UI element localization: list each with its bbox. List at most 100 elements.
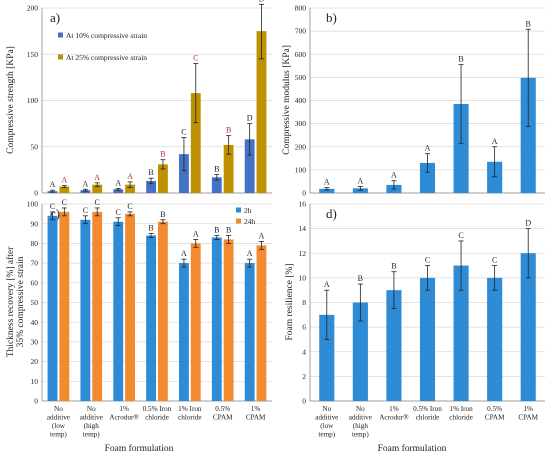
y-tick-label: 150 [27, 50, 39, 59]
significance-letter: B [160, 210, 165, 219]
significance-letter: B [148, 224, 153, 233]
x-tick-label-line: chloride [145, 414, 169, 422]
y-tick-label: 600 [295, 50, 307, 59]
y-tick-label: 90 [31, 219, 39, 228]
y-tick-label: 50 [31, 142, 39, 151]
significance-letter: A [324, 280, 330, 289]
y-tick-label: 0 [34, 189, 38, 198]
bar-value [352, 302, 368, 401]
bar-series-2 [157, 221, 168, 401]
significance-letter: A [127, 172, 133, 181]
significance-letter: A [181, 249, 187, 258]
legend-label: 2h [244, 206, 252, 215]
x-tick-label-line: 1% [251, 405, 261, 413]
bar-series-2 [190, 243, 201, 401]
y-tick-label: 80 [31, 239, 39, 248]
bar-series-1 [80, 190, 91, 193]
y-tick-label: 200 [295, 142, 307, 151]
chart-panel-a: 0 50 100 150 200 Compressive strength [KPa] a)… [6, 0, 272, 198]
bar-series-2 [256, 245, 267, 401]
x-tick-label-line: CPAM [518, 414, 538, 422]
x-tick-label: 0.5% CPAM [213, 405, 233, 422]
x-tick-label-line: (high [353, 422, 369, 430]
x-tick-label-line: 0.5% [487, 405, 502, 413]
y-tick-label: 100 [295, 165, 307, 174]
significance-letter: A [357, 177, 363, 186]
y-tick-label: 700 [295, 27, 307, 36]
x-axis-title-left: Foam formulation [105, 443, 174, 454]
bar-series-2 [125, 213, 135, 401]
significance-letter: C [50, 202, 55, 211]
bar-value [419, 162, 436, 193]
x-tick-label: 1% CPAM [246, 405, 266, 422]
y-tick-label: 10 [299, 273, 307, 282]
y-tick-label: 800 [295, 4, 307, 13]
significance-letter: A [193, 229, 199, 238]
significance-letter: A [82, 179, 88, 188]
x-tick-label-line: temp) [83, 431, 100, 439]
x-tick-label-line: 1% [523, 405, 533, 413]
x-tick-label-line: No [356, 405, 365, 413]
bar-value [453, 103, 469, 193]
legend-label: At 25% compressive strain [66, 53, 147, 62]
x-tick-label: 1% Acrodur® [379, 405, 409, 422]
significance-letter: A [259, 231, 265, 240]
bar-series-1 [146, 180, 157, 193]
x-tick-label-line: 1% [389, 405, 399, 413]
y-axis-title: Compressive strength [KPa] [6, 46, 16, 154]
y-tick-label: 8 [302, 298, 306, 307]
significance-letter: D [247, 114, 253, 123]
bar-series-1 [244, 263, 255, 401]
x-tick-label-line: (high [84, 422, 100, 430]
x-tick-label-line: temp) [318, 431, 335, 439]
x-tick-label: 0.5% Iron chloride [143, 405, 172, 422]
y-axis-title-line: 35% compressive strain [16, 256, 26, 347]
y-tick-label: 100 [27, 96, 39, 105]
x-tick-label-line: 0.5% Iron [413, 405, 442, 413]
legend-label: At 10% compressive strain [66, 31, 147, 40]
x-tick-label-line: CPAM [246, 414, 266, 422]
bar-series-2 [92, 211, 103, 401]
bar-series-2 [256, 31, 267, 193]
x-tick-label-line: No [87, 405, 96, 413]
bar-value [352, 188, 368, 193]
x-tick-label-line: chloride [178, 414, 202, 422]
significance-letter: B [148, 168, 153, 177]
panel-label: c) [50, 206, 60, 221]
bar-series-2 [92, 184, 103, 193]
y-tick-label: 20 [31, 357, 39, 366]
y-tick-label: 6 [302, 323, 306, 332]
bar-value [419, 277, 436, 401]
significance-letter: C [127, 202, 132, 211]
significance-letter: B [458, 55, 463, 64]
y-axis-title: Foam resilience [%] [285, 263, 295, 340]
bar-series-1 [47, 215, 58, 401]
bar-series-1 [244, 139, 255, 193]
x-tick-label-line: No [322, 405, 331, 413]
x-tick-label: 0.5% CPAM [485, 405, 505, 422]
significance-letter: C [181, 128, 186, 137]
bar-series-2 [157, 164, 168, 193]
significance-letter: A [115, 178, 121, 187]
x-tick-label: 1% CPAM [518, 405, 538, 422]
x-tick-label-line: 1% Iron [449, 405, 473, 413]
bar-value [386, 290, 402, 401]
significance-letter: B [160, 150, 165, 159]
y-axis-title: Compressive modulus [KPa] [282, 45, 292, 155]
x-tick-label-line: additive [349, 414, 372, 422]
bar-value [520, 77, 536, 193]
y-tick-label: 70 [31, 259, 39, 268]
y-tick-label: 0 [302, 189, 306, 198]
significance-letter: C [193, 54, 198, 63]
significance-letter: C [425, 256, 430, 265]
chart-panel-c: 0 10 20 30 40 50 60 70 80 90 100 Thickness recovery… [5, 198, 272, 439]
x-tick-label-line: (low [52, 422, 66, 430]
y-tick-label: 50 [31, 298, 39, 307]
chart-panel-d: 0 2 4 6 8 10 12 14 16 Foam resilience [%] d) A B B C C C… [285, 200, 545, 439]
x-tick-label-line: additive [315, 414, 338, 422]
x-tick-label-line: Acrodur® [109, 414, 139, 422]
bar-value [487, 277, 503, 401]
significance-letter: C [95, 198, 100, 207]
legend-swatch [236, 207, 241, 213]
